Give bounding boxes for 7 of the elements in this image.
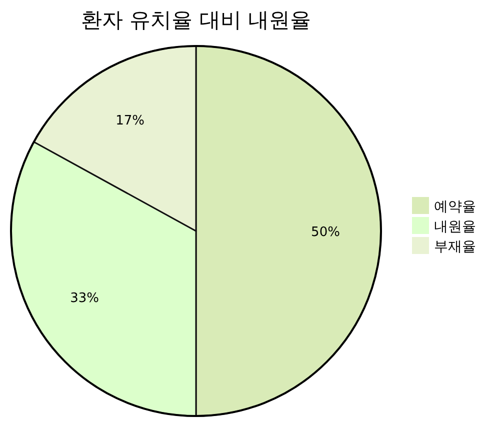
legend-label: 내원율 — [434, 219, 476, 235]
data-label: 17% — [116, 114, 145, 129]
legend-label: 예약율 — [434, 199, 476, 215]
legend-label: 부재율 — [434, 239, 476, 255]
data-label: 33% — [70, 290, 99, 306]
chart-title: 환자 유치율 대비 내원율 — [80, 8, 312, 32]
data-label: 50% — [311, 225, 340, 240]
